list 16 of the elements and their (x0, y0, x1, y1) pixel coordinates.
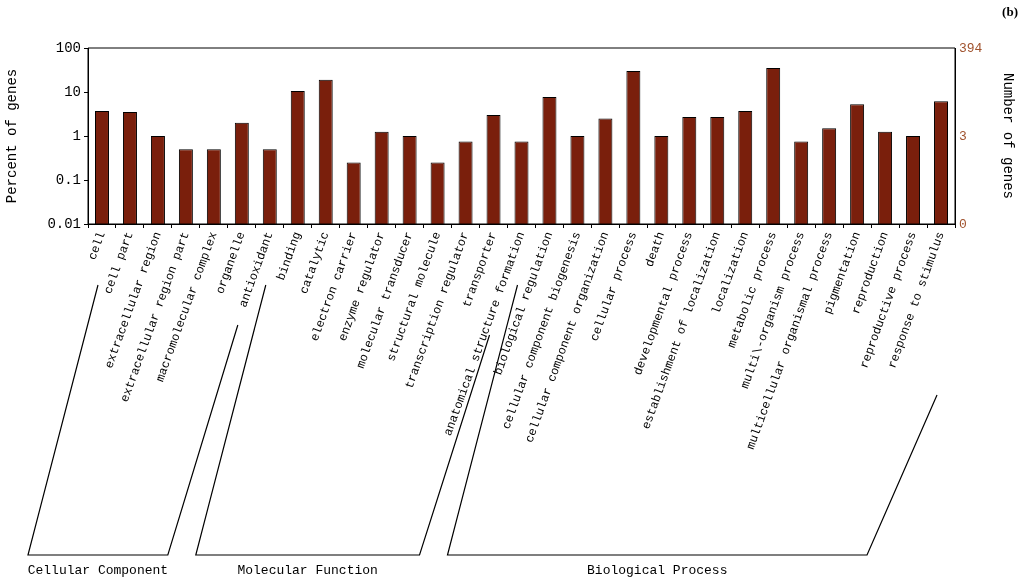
text: Biological Process (587, 563, 728, 578)
text: 3 (959, 128, 967, 144)
text: Molecular Function (237, 563, 378, 578)
text: 394 (959, 40, 983, 56)
y-tick-label: 1 (72, 127, 81, 144)
text: (b) (1002, 4, 1018, 20)
y-tick-label: 0.01 (47, 215, 81, 232)
text: Cellular Component (27, 563, 169, 578)
x-tick-label: death (642, 230, 669, 269)
y-tick-label: 0.1 (55, 171, 81, 188)
y-tick-label: 100 (55, 39, 81, 56)
y-tick-label: 10 (64, 83, 81, 100)
x-tick-label: cell (85, 230, 109, 262)
text: 0 (959, 216, 967, 232)
y-axis-title: Percent of genes (4, 68, 21, 204)
y2-axis-title: Number of genes (999, 72, 1016, 200)
